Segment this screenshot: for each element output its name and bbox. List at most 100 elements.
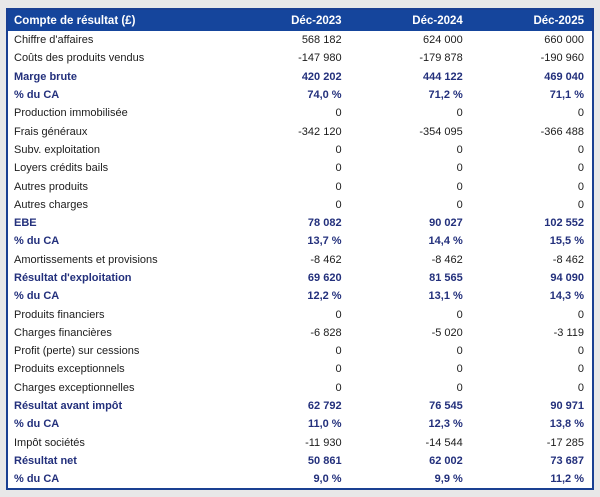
cell-value: 50 861 bbox=[307, 454, 342, 467]
table-row: % du CA 12,2 % 13,1 % 14,3 % bbox=[8, 287, 592, 305]
cell-value: 0 bbox=[456, 143, 463, 156]
row-label: % du CA bbox=[14, 473, 60, 486]
cell-value: 74,0 % bbox=[307, 89, 342, 102]
cell-value: 9,9 % bbox=[434, 473, 463, 486]
cell-value: 12,2 % bbox=[307, 290, 342, 303]
cell-value: 0 bbox=[577, 308, 584, 321]
cell-value: 62 792 bbox=[307, 400, 342, 413]
table-row: Profit (perte) sur cessions 0 0 0 bbox=[8, 342, 592, 360]
table-row: Subv. exploitation 0 0 0 bbox=[8, 141, 592, 159]
cell-value: 73 687 bbox=[550, 454, 584, 467]
cell-value: 568 182 bbox=[301, 34, 342, 47]
row-label: Autres produits bbox=[14, 180, 88, 193]
table-row: Amortissements et provisions -8 462 -8 462… bbox=[8, 251, 592, 269]
cell-value: 15,5 % bbox=[549, 235, 584, 248]
cell-value: 81 565 bbox=[429, 272, 463, 284]
cell-value: 12,3 % bbox=[428, 418, 463, 431]
column-header-dec-2023: Déc-2023 bbox=[228, 10, 350, 31]
cell-value: 0 bbox=[456, 345, 463, 358]
table-row: Autres produits 0 0 0 bbox=[8, 177, 592, 195]
cell-value: 71,1 % bbox=[549, 89, 584, 102]
row-label: Chiffre d'affaires bbox=[14, 34, 94, 47]
row-label: % du CA bbox=[14, 235, 60, 248]
table-header: Compte de résultat (£) Déc-2023 Déc-2024… bbox=[8, 10, 592, 31]
table-row: Charges financières -6 828 -5 020 -3 119 bbox=[8, 324, 592, 342]
table-row: Résultat net 50 861 62 002 73 687 bbox=[8, 452, 592, 470]
row-label: Produits exceptionnels bbox=[14, 363, 125, 376]
cell-value: 0 bbox=[456, 381, 463, 394]
cell-value: 14,4 % bbox=[428, 235, 463, 248]
cell-value: 0 bbox=[456, 107, 463, 120]
row-label: Charges exceptionnelles bbox=[14, 381, 135, 394]
cell-value: 78 082 bbox=[307, 217, 342, 230]
row-label: Coûts des produits vendus bbox=[14, 52, 145, 65]
column-header-dec-2025: Déc-2025 bbox=[470, 10, 592, 31]
table-row: % du CA 74,0 % 71,2 % 71,1 % bbox=[8, 86, 592, 104]
table-row: % du CA 11,0 % 12,3 % 13,8 % bbox=[8, 415, 592, 433]
cell-value: 0 bbox=[577, 107, 584, 120]
cell-value: 0 bbox=[456, 198, 463, 211]
cell-value: 9,0 % bbox=[313, 473, 342, 486]
row-label: Résultat avant impôt bbox=[14, 400, 123, 413]
row-label: % du CA bbox=[14, 89, 60, 102]
column-header-dec-2024: Déc-2024 bbox=[349, 10, 471, 31]
cell-value: -190 960 bbox=[540, 52, 584, 65]
cell-value: 62 002 bbox=[429, 454, 463, 467]
row-label: Frais généraux bbox=[14, 125, 88, 138]
table-row: Charges exceptionnelles 0 0 0 bbox=[8, 379, 592, 397]
cell-value: -179 878 bbox=[419, 52, 463, 65]
cell-value: -14 544 bbox=[425, 436, 463, 449]
cell-value: 0 bbox=[577, 198, 584, 211]
cell-value: 0 bbox=[335, 198, 342, 211]
cell-value: 0 bbox=[335, 308, 342, 321]
cell-value: 69 620 bbox=[307, 272, 342, 284]
row-label: Charges financières bbox=[14, 326, 112, 339]
income-statement-table: Compte de résultat (£) Déc-2023 Déc-2024… bbox=[8, 10, 592, 488]
table-row: Marge brute 420 202 444 122 469 040 bbox=[8, 68, 592, 86]
cell-value: 0 bbox=[335, 143, 342, 156]
row-label: Marge brute bbox=[14, 70, 77, 83]
cell-value: 0 bbox=[335, 180, 342, 193]
row-label: Résultat d'exploitation bbox=[14, 272, 132, 284]
cell-value: -342 120 bbox=[298, 125, 342, 138]
cell-value: 624 000 bbox=[423, 34, 463, 47]
cell-value: 0 bbox=[456, 180, 463, 193]
cell-value: 13,7 % bbox=[307, 235, 342, 248]
row-label: Production immobilisée bbox=[14, 107, 128, 120]
cell-value: 444 122 bbox=[423, 70, 463, 83]
cell-value: 0 bbox=[335, 381, 342, 394]
cell-value: 0 bbox=[456, 363, 463, 376]
row-label: Impôt sociétés bbox=[14, 436, 85, 449]
table-row: EBE 78 082 90 027 102 552 bbox=[8, 214, 592, 232]
table-row: Chiffre d'affaires 568 182 624 000 660 000 bbox=[8, 31, 592, 49]
cell-value: 11,0 % bbox=[307, 418, 342, 431]
table-row: Résultat avant impôt 62 792 76 545 90 971 bbox=[8, 397, 592, 415]
cell-value: 0 bbox=[577, 143, 584, 156]
cell-value: 76 545 bbox=[429, 400, 463, 413]
cell-value: 0 bbox=[335, 107, 342, 120]
cell-value: -5 020 bbox=[431, 326, 463, 339]
table-row: % du CA 13,7 % 14,4 % 15,5 % bbox=[8, 232, 592, 250]
cell-value: 0 bbox=[456, 162, 463, 175]
cell-value: 660 000 bbox=[544, 34, 584, 47]
table-row: Coûts des produits vendus -147 980 -179 87… bbox=[8, 49, 592, 67]
table-row: % du CA 9,0 % 9,9 % 11,2 % bbox=[8, 470, 592, 488]
cell-value: 0 bbox=[335, 345, 342, 358]
cell-value: -8 462 bbox=[431, 253, 463, 266]
cell-value: 0 bbox=[577, 162, 584, 175]
cell-value: -8 462 bbox=[310, 253, 342, 266]
table-row: Résultat d'exploitation 69 620 81 565 94 09… bbox=[8, 269, 592, 287]
cell-value: 13,1 % bbox=[428, 290, 463, 303]
table-body: Chiffre d'affaires 568 182 624 000 660 000 C… bbox=[8, 31, 592, 488]
row-label: Profit (perte) sur cessions bbox=[14, 345, 140, 358]
table-row: Produits financiers 0 0 0 bbox=[8, 305, 592, 323]
cell-value: 90 027 bbox=[429, 217, 463, 230]
table-title: Compte de résultat (£) bbox=[8, 10, 229, 31]
cell-value: 0 bbox=[577, 381, 584, 394]
cell-value: -3 119 bbox=[553, 326, 584, 339]
cell-value: 469 040 bbox=[544, 70, 584, 83]
cell-value: 0 bbox=[335, 363, 342, 376]
table-row: Frais généraux -342 120 -354 095 -366 488 bbox=[8, 122, 592, 140]
table-row: Produits exceptionnels 0 0 0 bbox=[8, 360, 592, 378]
cell-value: 11,2 % bbox=[550, 473, 584, 486]
